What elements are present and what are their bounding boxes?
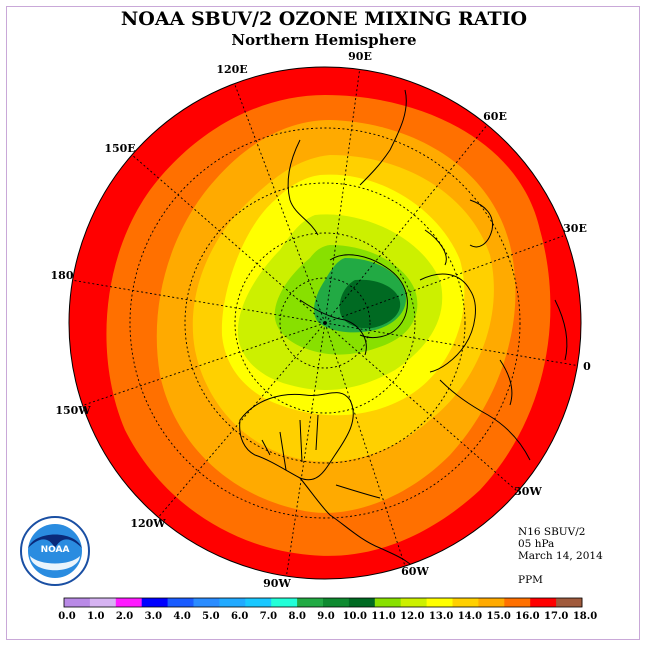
colorbar-swatch	[271, 598, 298, 607]
label-90w: 90W	[263, 577, 291, 590]
map-title: NOAA SBUV/2 OZONE MIXING RATIO	[120, 8, 528, 30]
band-8-9	[339, 279, 401, 329]
colorbar-tick-label: 1.0	[87, 611, 104, 622]
ozone-field	[69, 67, 581, 579]
colorbar-swatch	[504, 598, 531, 607]
colorbar-swatch	[64, 598, 91, 607]
colorbar-tick-label: 15.0	[486, 611, 510, 622]
colorbar: 0.0 1.0 2.0 3.0 4.0 5.0 6.0 7.0 8.0 9.0 10.0 11.0 12…	[58, 597, 597, 622]
units-label: PPM	[518, 574, 543, 586]
map-boundary	[68, 66, 582, 580]
label-120e: 120E	[216, 63, 247, 76]
colorbar-tick-label: 10.0	[343, 611, 367, 622]
label-30w: 30W	[514, 485, 542, 498]
colorbar-swatch	[219, 598, 246, 607]
label-150w: 150W	[55, 404, 91, 417]
label-60e: 60E	[483, 110, 507, 123]
label-150e: 150E	[104, 142, 135, 155]
date-label: March 14, 2014	[518, 550, 603, 562]
noaa-logo: NOAA	[20, 516, 90, 586]
colorbar-tick-label: 8.0	[289, 611, 306, 622]
colorbar-swatch	[478, 598, 505, 607]
colorbar-tick-label: 3.0	[145, 611, 162, 622]
pressure-level: 05 hPa	[518, 538, 555, 550]
label-90e: 90E	[348, 50, 372, 63]
colorbar-tick-label: 9.0	[317, 611, 334, 622]
colorbar-swatch	[193, 598, 220, 607]
colorbar-tick-label: 12.0	[400, 611, 424, 622]
colorbar-swatch	[400, 598, 428, 607]
label-60w: 60W	[401, 565, 429, 578]
colorbar-tick-label: 11.0	[371, 611, 395, 622]
label-0: 0	[583, 360, 591, 373]
colorbar-tick-label: 18.0	[573, 611, 597, 622]
colorbar-tick-label: 2.0	[116, 611, 133, 622]
colorbar-border	[63, 597, 583, 608]
colorbar-tick-label: 13.0	[429, 611, 453, 622]
colorbar-tick-label: 5.0	[202, 611, 219, 622]
map-subtitle: Northern Hemisphere	[231, 31, 417, 49]
logo-text: NOAA	[41, 545, 70, 555]
meridian-labels: 90E 60E 30E 0 30W 60W 90W 120W 150W 180 …	[51, 50, 592, 590]
colorbar-swatch	[245, 598, 272, 607]
colorbar-swatch	[115, 598, 143, 607]
label-120w: 120W	[130, 517, 166, 530]
graticule	[70, 67, 581, 579]
colorbar-tick-label: 16.0	[515, 611, 539, 622]
colorbar-swatch	[323, 598, 350, 607]
colorbar-tick-label: 17.0	[544, 611, 568, 622]
colorbar-swatch	[297, 598, 324, 607]
colorbar-tick-label: 0.0	[58, 611, 75, 622]
colorbar-swatch	[426, 598, 453, 607]
colorbar-tick-label: 7.0	[260, 611, 277, 622]
colorbar-tick-label: 14.0	[458, 611, 482, 622]
colorbar-tick-label: 6.0	[231, 611, 248, 622]
colorbar-swatch	[141, 598, 169, 607]
instrument-label: N16 SBUV/2	[518, 526, 586, 538]
colorbar-swatch	[348, 598, 376, 607]
colorbar-swatch	[89, 598, 117, 607]
colorbar-swatch	[374, 598, 402, 607]
label-180: 180	[51, 269, 74, 282]
colorbar-swatch	[530, 598, 557, 607]
colorbar-swatch	[167, 598, 194, 607]
label-30e: 30E	[563, 222, 587, 235]
colorbar-swatch	[556, 598, 583, 607]
figure-frame	[6, 6, 640, 640]
colorbar-tick-label: 4.0	[173, 611, 190, 622]
colorbar-swatch	[452, 598, 479, 607]
